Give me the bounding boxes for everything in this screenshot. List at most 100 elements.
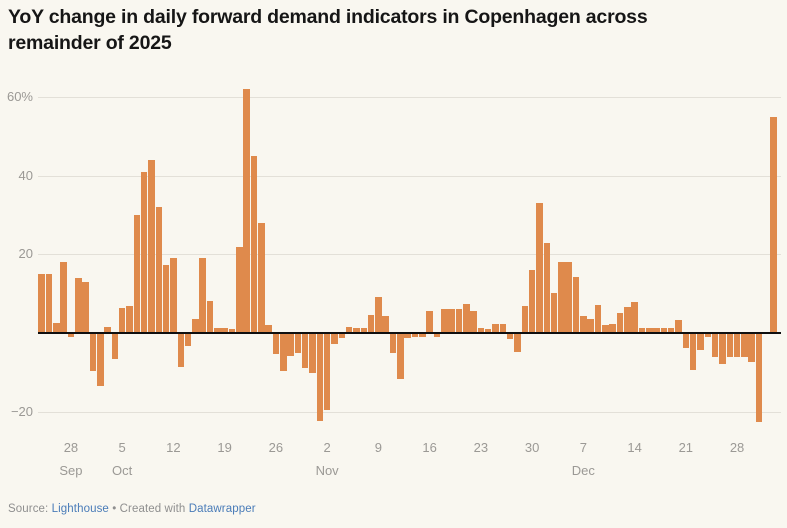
bar[interactable] — [565, 261, 572, 333]
bar[interactable] — [294, 333, 302, 353]
bar[interactable] — [411, 333, 419, 337]
bar[interactable] — [243, 89, 250, 333]
bar[interactable] — [60, 262, 67, 333]
bar[interactable] — [558, 261, 565, 333]
bar[interactable] — [250, 156, 258, 333]
bar[interactable] — [82, 281, 89, 333]
bar[interactable] — [704, 333, 711, 337]
bar[interactable] — [631, 302, 638, 333]
bar[interactable] — [126, 305, 133, 333]
bar[interactable] — [89, 333, 97, 372]
bar[interactable] — [228, 329, 236, 333]
bar[interactable] — [323, 333, 331, 410]
bar[interactable] — [111, 333, 119, 359]
bar[interactable] — [755, 333, 763, 422]
bar[interactable] — [689, 333, 697, 370]
bar[interactable] — [104, 326, 111, 333]
bar[interactable] — [697, 333, 704, 350]
bar[interactable] — [38, 274, 45, 334]
datawrapper-link[interactable]: Datawrapper — [188, 503, 256, 515]
bar[interactable] — [206, 301, 214, 333]
bar[interactable] — [280, 333, 287, 372]
source-link[interactable]: Lighthouse — [51, 503, 109, 515]
bar[interactable] — [426, 311, 433, 333]
bar[interactable] — [272, 333, 280, 355]
bar[interactable] — [587, 318, 594, 333]
bar[interactable] — [667, 327, 675, 333]
bar[interactable] — [711, 333, 719, 358]
bar[interactable] — [477, 327, 485, 333]
bar[interactable] — [309, 333, 316, 373]
bar[interactable] — [184, 333, 192, 346]
bar[interactable] — [536, 203, 543, 333]
bar[interactable] — [162, 264, 170, 333]
bar[interactable] — [550, 292, 558, 333]
bar[interactable] — [214, 328, 221, 333]
bar[interactable] — [748, 333, 755, 362]
bar[interactable] — [653, 328, 660, 333]
bar[interactable] — [170, 257, 177, 333]
bar[interactable] — [770, 116, 777, 333]
bar[interactable] — [331, 333, 338, 345]
bar[interactable] — [199, 257, 206, 333]
bar[interactable] — [514, 333, 521, 352]
bar[interactable] — [177, 333, 184, 367]
bar[interactable] — [419, 333, 426, 338]
bar[interactable] — [192, 319, 199, 333]
bar[interactable] — [492, 324, 499, 333]
bar[interactable] — [75, 278, 82, 333]
bar[interactable] — [448, 309, 455, 333]
bar[interactable] — [580, 316, 587, 333]
bar[interactable] — [397, 333, 404, 380]
bar[interactable] — [741, 333, 748, 358]
bar[interactable] — [528, 270, 536, 333]
bar[interactable] — [287, 333, 294, 356]
bar[interactable] — [45, 274, 53, 334]
bar[interactable] — [521, 305, 528, 333]
bar[interactable] — [118, 308, 126, 333]
bar[interactable] — [140, 171, 148, 333]
bar[interactable] — [455, 309, 463, 333]
bar[interactable] — [148, 160, 155, 333]
bar[interactable] — [660, 327, 668, 333]
bar[interactable] — [572, 276, 580, 333]
bar[interactable] — [470, 311, 477, 333]
bar[interactable] — [675, 320, 682, 333]
bar[interactable] — [375, 296, 382, 333]
bar[interactable] — [624, 306, 631, 333]
bar[interactable] — [345, 326, 353, 333]
bar[interactable] — [67, 333, 75, 337]
bar[interactable] — [360, 327, 367, 333]
bar[interactable] — [404, 333, 411, 338]
bar[interactable] — [433, 333, 441, 337]
bar[interactable] — [133, 215, 141, 333]
bar[interactable] — [367, 314, 375, 333]
bar[interactable] — [155, 207, 162, 333]
bar[interactable] — [594, 305, 602, 333]
bar[interactable] — [682, 333, 690, 348]
bar[interactable] — [382, 316, 389, 333]
bar[interactable] — [97, 333, 104, 387]
bar[interactable] — [236, 246, 243, 333]
bar[interactable] — [719, 333, 726, 364]
bar[interactable] — [484, 328, 492, 333]
bar[interactable] — [646, 328, 653, 333]
bar[interactable] — [353, 327, 360, 333]
bar[interactable] — [338, 333, 345, 338]
bar[interactable] — [53, 323, 60, 333]
bar[interactable] — [506, 333, 514, 339]
bar[interactable] — [389, 333, 397, 353]
bar[interactable] — [221, 328, 228, 333]
bar[interactable] — [638, 328, 646, 333]
bar[interactable] — [616, 313, 624, 334]
bar[interactable] — [301, 333, 309, 368]
bar[interactable] — [726, 333, 733, 358]
bar[interactable] — [499, 324, 507, 333]
bar[interactable] — [543, 242, 550, 333]
bar[interactable] — [441, 309, 448, 333]
bar[interactable] — [463, 304, 470, 333]
bar[interactable] — [609, 323, 616, 333]
bar[interactable] — [316, 333, 324, 422]
bar[interactable] — [265, 324, 272, 333]
bar[interactable] — [258, 223, 265, 333]
